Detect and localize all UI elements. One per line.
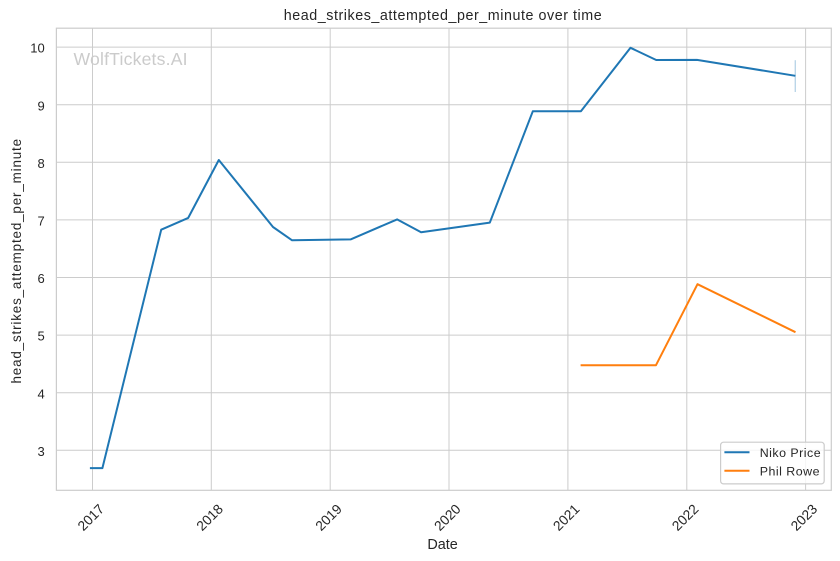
svg-text:3: 3	[37, 444, 44, 459]
svg-text:7: 7	[37, 214, 44, 229]
svg-text:Date: Date	[427, 537, 457, 553]
svg-text:2018: 2018	[194, 501, 227, 534]
svg-text:Phil Rowe: Phil Rowe	[760, 465, 820, 479]
svg-text:head_strikes_attempted_per_min: head_strikes_attempted_per_minute over t…	[284, 8, 603, 24]
svg-text:5: 5	[37, 329, 44, 344]
svg-text:2023: 2023	[788, 501, 821, 534]
svg-text:Niko Price: Niko Price	[760, 446, 821, 460]
svg-text:2017: 2017	[75, 501, 107, 533]
svg-text:2022: 2022	[669, 501, 701, 533]
svg-text:4: 4	[37, 386, 44, 401]
svg-text:2019: 2019	[313, 501, 346, 534]
svg-text:head_strikes_attempted_per_min: head_strikes_attempted_per_minute	[9, 138, 24, 383]
svg-text:2021: 2021	[550, 501, 582, 533]
svg-text:8: 8	[37, 156, 44, 171]
svg-text:2020: 2020	[431, 501, 464, 534]
svg-text:9: 9	[37, 98, 44, 113]
svg-text:WolfTickets.AI: WolfTickets.AI	[74, 49, 188, 69]
svg-text:10: 10	[30, 41, 44, 56]
svg-text:6: 6	[37, 271, 44, 286]
